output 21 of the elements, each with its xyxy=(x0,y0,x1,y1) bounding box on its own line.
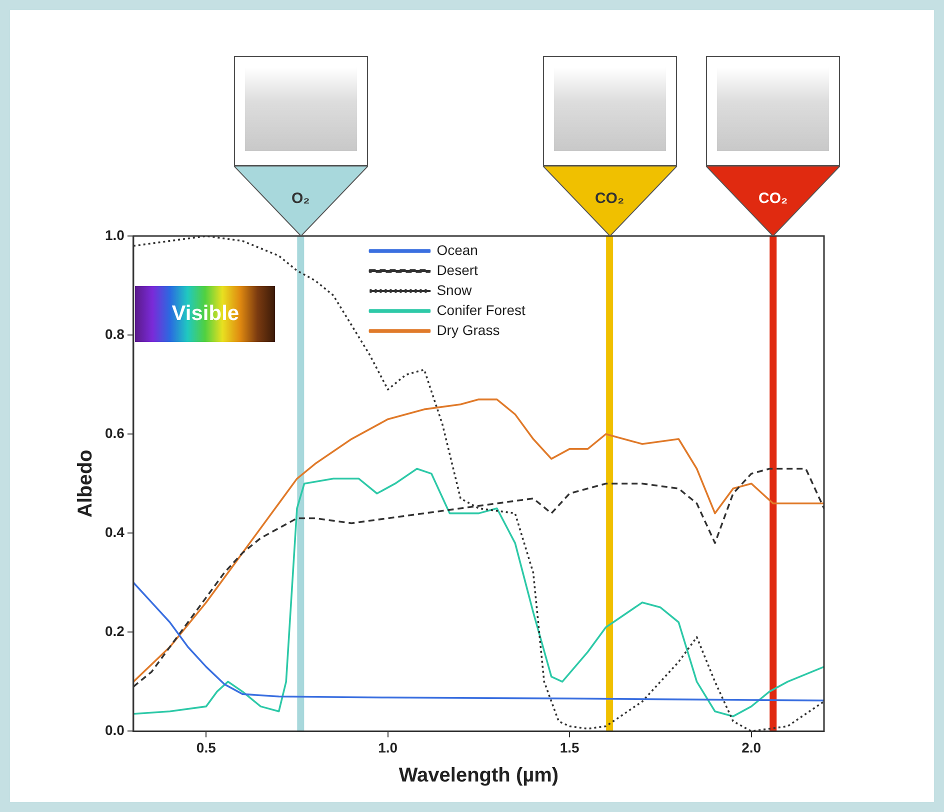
y-axis-title: Albedo xyxy=(74,450,97,518)
legend-label: Snow xyxy=(436,282,473,298)
annotation: Visible xyxy=(172,302,240,326)
x-axis-title: Wavelength (µm) xyxy=(398,764,559,787)
ref-line-label: O₂ xyxy=(290,190,311,207)
legend-label: Conifer Forest xyxy=(436,302,526,318)
y-tick-label: 0.0 xyxy=(104,722,125,738)
legend-label: Desert xyxy=(436,262,478,278)
legend-label: Ocean xyxy=(436,242,478,258)
ref-line-label: CO₂ xyxy=(594,190,626,207)
y-tick-label: 1.0 xyxy=(104,226,125,243)
y-tick-label: 0.4 xyxy=(104,524,125,540)
ref-line-label: CO₂ xyxy=(758,190,789,207)
x-tick-label: 1.5 xyxy=(560,739,580,756)
x-tick-label: 1.0 xyxy=(378,739,398,756)
legend-label: Dry Grass xyxy=(436,322,500,338)
y-tick-label: 0.8 xyxy=(104,326,125,342)
x-tick-label: 2.0 xyxy=(742,739,762,756)
x-tick-label: 0.5 xyxy=(196,739,216,756)
y-tick-label: 0.2 xyxy=(104,623,125,640)
y-tick-label: 0.6 xyxy=(104,424,125,441)
